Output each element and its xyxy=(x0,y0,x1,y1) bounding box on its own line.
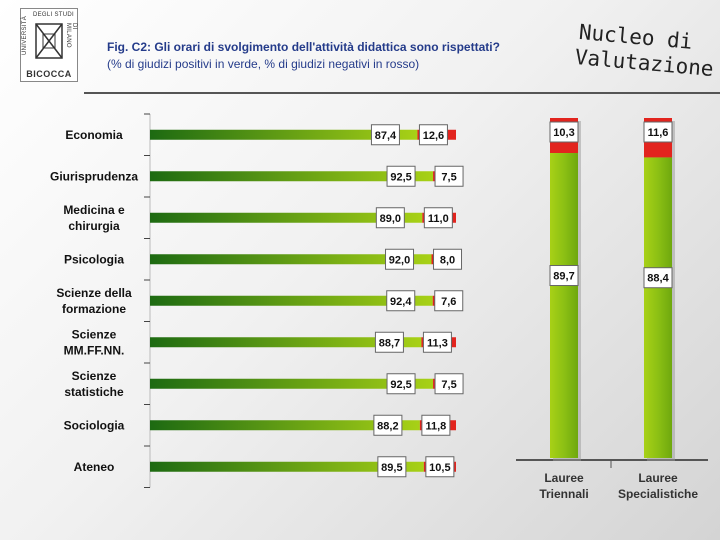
category-label: Scienze xyxy=(72,327,117,341)
category-label: statistiche xyxy=(64,385,124,399)
positive-value-box xyxy=(549,265,579,287)
positive-value-label: 92,4 xyxy=(390,296,412,308)
positive-value-label: 88,4 xyxy=(647,273,669,285)
category-label: Economia xyxy=(65,128,123,142)
negative-value-label: 10,5 xyxy=(429,462,450,474)
negative-value-box xyxy=(421,414,451,436)
positive-value-box xyxy=(643,267,673,289)
category-label: chirurgia xyxy=(68,219,120,233)
university-logo: DEGLI STUDI UNIVERSITÀ DI MILANO BICOCCA xyxy=(20,8,78,82)
positive-value-box xyxy=(386,165,416,187)
negative-value-box xyxy=(433,248,463,270)
positive-value-label: 88,7 xyxy=(379,337,400,349)
category-label: Psicologia xyxy=(64,252,124,266)
positive-value-box xyxy=(375,207,405,229)
positive-bar xyxy=(150,461,424,472)
positive-bar xyxy=(644,157,672,458)
header-divider xyxy=(84,92,720,94)
positive-value-box xyxy=(386,290,416,312)
positive-bar xyxy=(150,295,433,306)
negative-value-label: 11,8 xyxy=(425,420,446,432)
negative-value-label: 11,0 xyxy=(428,213,449,225)
positive-value-label: 89,7 xyxy=(553,271,574,283)
positive-value-box xyxy=(374,331,404,353)
negative-value-label: 10,3 xyxy=(553,127,574,139)
positive-value-box xyxy=(377,456,407,478)
logo-wordmark: BICOCCA xyxy=(26,69,72,79)
positive-value-label: 92,0 xyxy=(389,254,410,266)
category-label: Lauree xyxy=(638,471,678,485)
page-title: Fig. C2: Gli orari di svolgimento dell'a… xyxy=(107,40,500,54)
positive-bar xyxy=(550,153,578,458)
positive-bar xyxy=(150,129,418,140)
page-subtitle: (% di giudizi positivi in verde, % di gi… xyxy=(107,57,420,71)
category-label: Lauree xyxy=(544,471,584,485)
negative-value-box xyxy=(418,124,448,146)
positive-bar xyxy=(150,337,422,348)
positive-bar xyxy=(150,171,434,182)
positive-value-label: 89,5 xyxy=(381,462,402,474)
logo-text-top: DEGLI STUDI xyxy=(33,12,74,18)
positive-value-label: 89,0 xyxy=(380,213,401,225)
positive-bar xyxy=(150,420,420,431)
category-label: Triennali xyxy=(539,487,588,501)
positive-value-label: 87,4 xyxy=(375,130,397,142)
negative-value-box xyxy=(422,331,452,353)
university-emblem-icon xyxy=(35,23,63,59)
category-label: Medicina e xyxy=(63,203,125,217)
negative-value-label: 11,3 xyxy=(427,337,448,349)
category-label: Sociologia xyxy=(64,418,125,432)
negative-value-box xyxy=(423,207,453,229)
category-label: MM.FF.NN. xyxy=(64,343,125,357)
positive-value-box xyxy=(386,373,416,395)
negative-value-label: 11,6 xyxy=(648,127,669,139)
category-label: Scienze della xyxy=(56,286,132,300)
positive-value-box xyxy=(370,124,400,146)
positive-value-box xyxy=(373,414,403,436)
negative-value-label: 7,5 xyxy=(441,379,456,391)
negative-value-box xyxy=(549,121,579,143)
category-label: Giurisprudenza xyxy=(50,169,138,183)
category-label: Scienze xyxy=(72,369,117,383)
positive-bar xyxy=(150,378,434,389)
positive-value-label: 92,5 xyxy=(390,379,411,391)
positive-value-box xyxy=(385,248,415,270)
negative-value-label: 8,0 xyxy=(440,254,455,266)
category-label: Specialistiche xyxy=(618,487,698,501)
positive-value-label: 92,5 xyxy=(390,171,411,183)
category-label: formazione xyxy=(62,302,126,316)
negative-value-label: 12,6 xyxy=(423,130,444,142)
negative-value-box xyxy=(425,456,455,478)
negative-value-box xyxy=(434,373,464,395)
negative-value-box xyxy=(434,290,464,312)
category-label: Ateneo xyxy=(74,460,115,474)
positive-value-label: 88,2 xyxy=(377,420,398,432)
negative-value-box xyxy=(643,121,673,143)
negative-value-label: 7,6 xyxy=(441,296,456,308)
negative-value-label: 7,5 xyxy=(441,171,456,183)
positive-bar xyxy=(150,254,432,265)
negative-value-box xyxy=(434,165,464,187)
positive-bar xyxy=(150,212,423,223)
